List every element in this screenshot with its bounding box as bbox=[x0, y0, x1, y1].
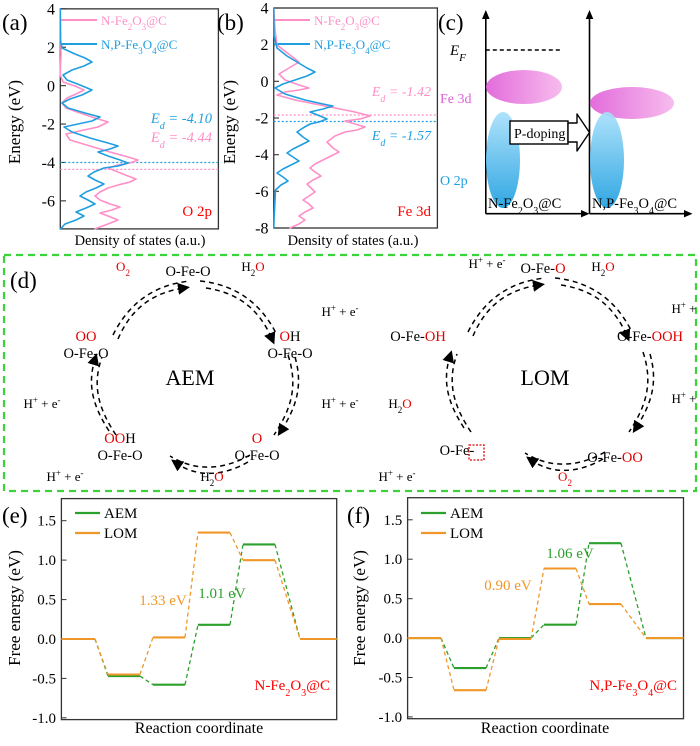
svg-text:LOM: LOM bbox=[104, 526, 137, 542]
svg-text:O 2p: O 2p bbox=[440, 174, 468, 189]
svg-text:AEM: AEM bbox=[104, 506, 137, 522]
svg-text:N,P-Fe3O4@C: N,P-Fe3O4@C bbox=[589, 678, 677, 699]
svg-text:H+ + e-: H+ + e- bbox=[321, 303, 358, 319]
svg-text:H+ + e-: H+ + e- bbox=[671, 390, 700, 406]
svg-text:LOM: LOM bbox=[521, 365, 570, 390]
svg-text:1.5: 1.5 bbox=[37, 514, 56, 530]
svg-text:0: 0 bbox=[261, 74, 269, 91]
svg-text:1.0: 1.0 bbox=[37, 553, 56, 569]
svg-text:Density of states (a.u.): Density of states (a.u.) bbox=[75, 233, 206, 249]
svg-text:Ed = -4.44: Ed = -4.44 bbox=[150, 130, 212, 151]
svg-text:O-Fe-O: O-Fe-O bbox=[267, 346, 312, 362]
svg-text:0.5: 0.5 bbox=[37, 593, 56, 609]
svg-text:OOH: OOH bbox=[104, 431, 136, 447]
svg-text:0: 0 bbox=[47, 78, 55, 95]
svg-text:0.0: 0.0 bbox=[383, 631, 402, 647]
svg-text:N,P-Fe3O4@C: N,P-Fe3O4@C bbox=[314, 37, 390, 56]
svg-text:2: 2 bbox=[261, 37, 269, 54]
svg-text:H+ + e-: H+ + e- bbox=[671, 300, 700, 316]
svg-text:1.33 eV: 1.33 eV bbox=[139, 593, 187, 609]
svg-text:AEM: AEM bbox=[450, 506, 483, 522]
svg-text:LOM: LOM bbox=[450, 526, 483, 542]
svg-text:O-Fe-O: O-Fe-O bbox=[520, 261, 565, 277]
svg-text:H+ + e-: H+ + e- bbox=[46, 468, 83, 484]
svg-text:O-Fe-OO: O-Fe-OO bbox=[587, 450, 643, 466]
svg-text:1.5: 1.5 bbox=[383, 513, 402, 529]
svg-text:O-Fe-O: O-Fe-O bbox=[165, 264, 210, 280]
svg-text:-0.5: -0.5 bbox=[32, 671, 56, 687]
svg-text:H2O: H2O bbox=[591, 259, 614, 278]
svg-text:P-doping: P-doping bbox=[514, 127, 565, 142]
svg-text:Free energy (eV): Free energy (eV) bbox=[350, 550, 369, 666]
svg-text:H2O: H2O bbox=[388, 396, 411, 415]
svg-text:O-Fe-OH: O-Fe-OH bbox=[390, 329, 446, 345]
svg-text:N-Fe2O3@C: N-Fe2O3@C bbox=[101, 13, 167, 32]
svg-text:O-Fe-OOH: O-Fe-OOH bbox=[617, 329, 684, 345]
svg-text:(d): (d) bbox=[10, 268, 37, 293]
svg-text:1.06 eV: 1.06 eV bbox=[546, 546, 594, 562]
svg-text:H+ + e-: H+ + e- bbox=[321, 395, 358, 411]
svg-text:O2: O2 bbox=[558, 469, 572, 488]
svg-text:Fe 3d: Fe 3d bbox=[440, 92, 472, 107]
svg-text:(c): (c) bbox=[438, 10, 464, 35]
svg-text:O-Fe-O: O-Fe-O bbox=[234, 448, 279, 464]
svg-text:OO: OO bbox=[76, 329, 97, 345]
svg-text:1.0: 1.0 bbox=[383, 552, 402, 568]
svg-text:-1.0: -1.0 bbox=[378, 710, 402, 726]
svg-text:0.0: 0.0 bbox=[37, 632, 56, 648]
svg-text:Reaction coordinate: Reaction coordinate bbox=[135, 720, 263, 737]
svg-text:AEM: AEM bbox=[166, 365, 215, 390]
svg-text:Density of states (a.u.): Density of states (a.u.) bbox=[288, 233, 419, 249]
svg-text:-2: -2 bbox=[255, 111, 268, 128]
svg-text:O2: O2 bbox=[116, 259, 130, 278]
svg-text:(f): (f) bbox=[347, 503, 370, 528]
svg-text:O: O bbox=[252, 431, 262, 447]
svg-text:O-Fe-O: O-Fe-O bbox=[97, 448, 142, 464]
svg-text:N-Fe2O3@C: N-Fe2O3@C bbox=[314, 13, 380, 32]
svg-text:N-Fe2O3@C: N-Fe2O3@C bbox=[255, 678, 331, 699]
svg-text:(e): (e) bbox=[2, 503, 28, 528]
svg-text:4: 4 bbox=[261, 1, 269, 18]
svg-text:-0.5: -0.5 bbox=[378, 671, 402, 687]
svg-text:O 2p: O 2p bbox=[182, 204, 212, 220]
svg-text:Reaction coordinate: Reaction coordinate bbox=[481, 720, 609, 737]
svg-text:EF: EF bbox=[449, 43, 466, 64]
svg-text:H+ + e-: H+ + e- bbox=[378, 468, 415, 484]
svg-text:4: 4 bbox=[47, 2, 55, 19]
svg-text:-8: -8 bbox=[255, 221, 268, 238]
svg-text:Ed = -4.10: Ed = -4.10 bbox=[150, 111, 213, 132]
svg-text:Energy (eV): Energy (eV) bbox=[220, 80, 239, 164]
svg-text:O-Fe-O: O-Fe-O bbox=[63, 346, 108, 362]
svg-text:H2O: H2O bbox=[200, 469, 223, 488]
svg-text:-1.0: -1.0 bbox=[32, 711, 56, 727]
svg-text:OH: OH bbox=[280, 329, 301, 345]
svg-text:(a): (a) bbox=[2, 10, 28, 35]
svg-text:-4: -4 bbox=[42, 155, 55, 172]
svg-text:0.90 eV: 0.90 eV bbox=[484, 578, 532, 594]
svg-text:(b): (b) bbox=[217, 10, 244, 35]
svg-text:Free energy (eV): Free energy (eV) bbox=[5, 550, 24, 666]
svg-text:1.01 eV: 1.01 eV bbox=[198, 586, 246, 602]
svg-text:N,P-Fe3O4@C: N,P-Fe3O4@C bbox=[101, 37, 177, 56]
svg-text:2: 2 bbox=[47, 40, 55, 57]
svg-text:-4: -4 bbox=[255, 147, 268, 164]
svg-text:-2: -2 bbox=[42, 117, 55, 134]
svg-text:-6: -6 bbox=[42, 194, 55, 211]
svg-text:0.5: 0.5 bbox=[383, 592, 402, 608]
svg-text:H+ + e-: H+ + e- bbox=[468, 255, 505, 271]
svg-text:Energy (eV): Energy (eV) bbox=[5, 80, 24, 164]
svg-text:H2O: H2O bbox=[241, 259, 264, 278]
svg-text:H+ + e-: H+ + e- bbox=[23, 395, 60, 411]
svg-text:-6: -6 bbox=[255, 184, 268, 201]
